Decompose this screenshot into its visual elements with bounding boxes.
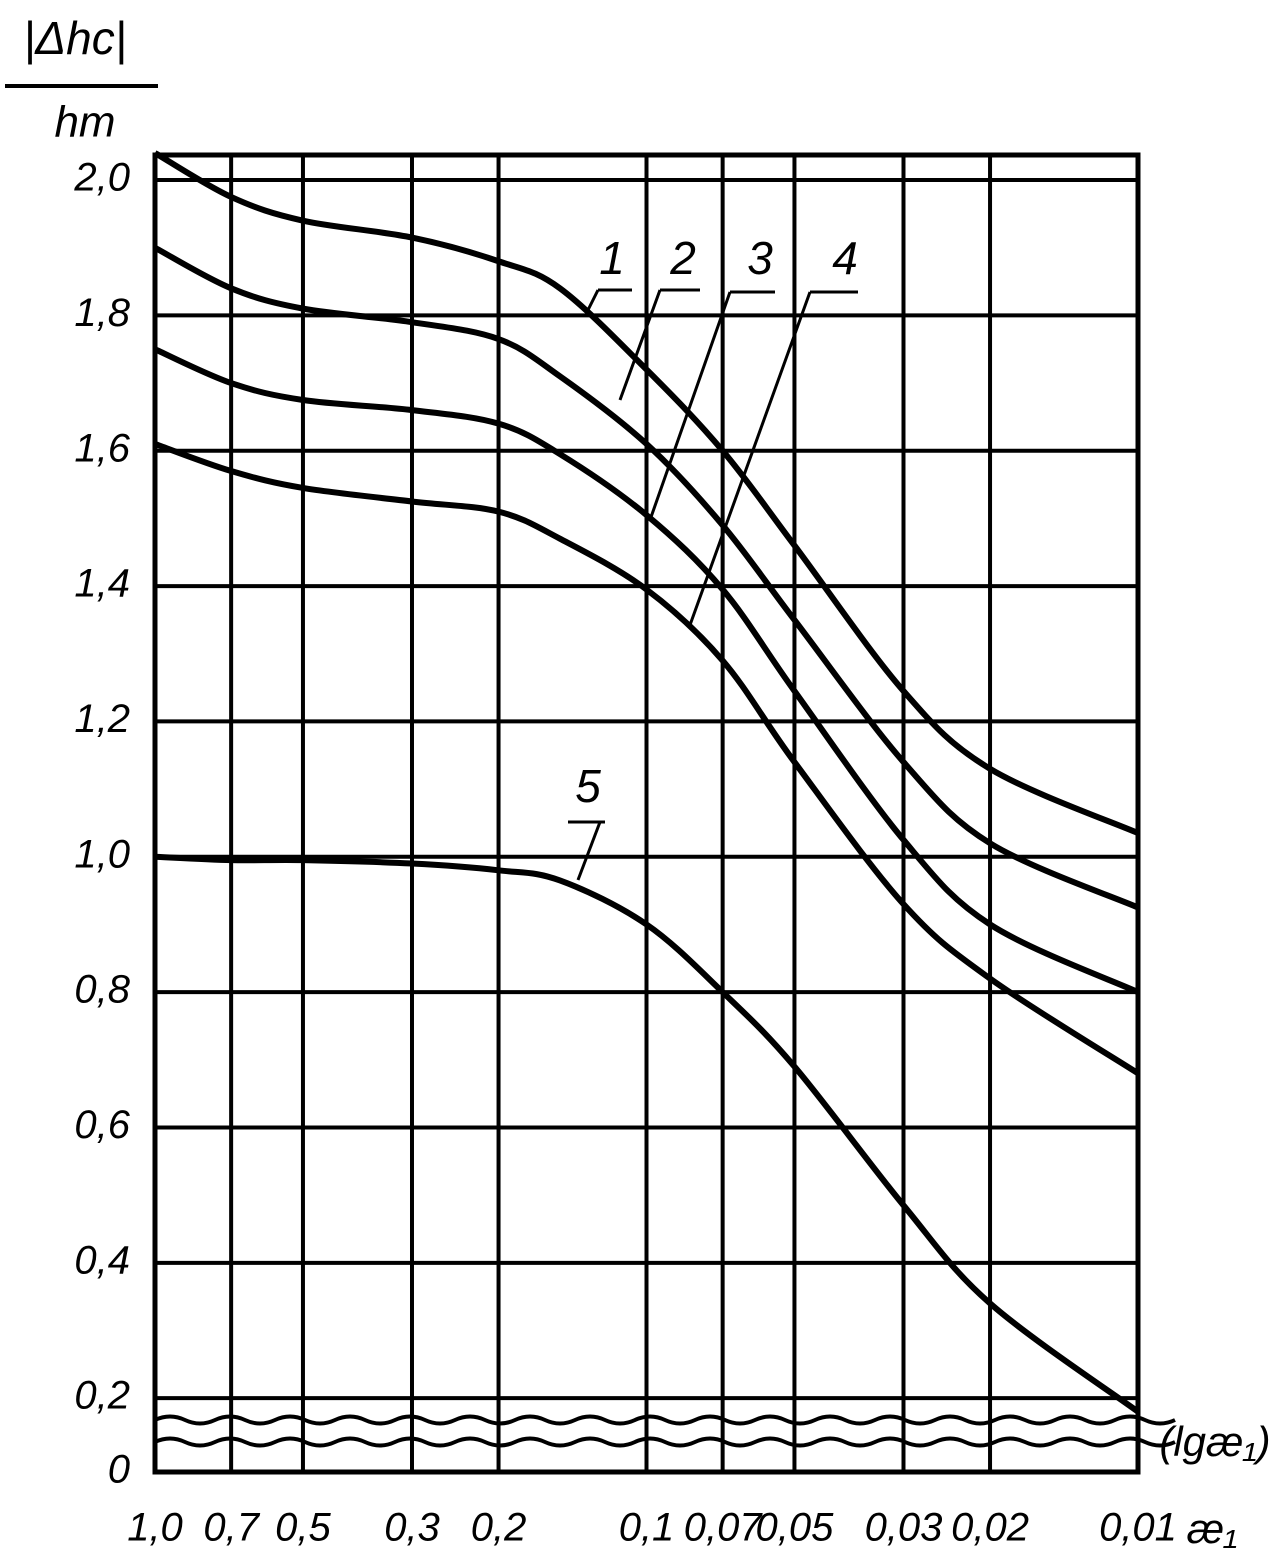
label-leader [576, 821, 602, 881]
y-tick-label: 1,0 [74, 832, 130, 876]
axis-break [154, 1414, 1176, 1426]
x-tick-label: 0,1 [619, 1506, 675, 1550]
curve-label: 4 [832, 232, 858, 284]
axis-break [154, 1436, 1176, 1448]
x-tick-label: 0,03 [865, 1506, 943, 1550]
label-leader [618, 289, 662, 401]
curve [153, 245, 1140, 911]
x-label: æ₁ [1187, 1505, 1238, 1552]
x-tick-label: 0,01 [1099, 1506, 1177, 1550]
x-tick-label: 0,3 [384, 1506, 440, 1550]
curve [153, 441, 1140, 1076]
curve-label: 2 [669, 232, 696, 284]
label-leader [586, 289, 600, 311]
x-label-log: (lgæ₁) [1159, 1418, 1270, 1465]
curve [153, 346, 1140, 995]
label-leader [648, 291, 732, 521]
y-label-bottom: hm [54, 98, 115, 147]
x-tick-label: 0,05 [756, 1506, 835, 1550]
curve-label: 5 [575, 760, 601, 812]
x-tick-label: 0,02 [951, 1506, 1029, 1550]
y-tick-label: 0,2 [74, 1374, 130, 1418]
y-tick-label: 1,2 [74, 697, 130, 741]
y-tick-label: 1,6 [74, 426, 130, 470]
y-tick-label: 0,8 [74, 968, 130, 1012]
curve [154, 853, 1140, 1415]
curve-label: 1 [599, 232, 625, 284]
plot-frame [152, 152, 1141, 1475]
x-tick-label: 0,2 [471, 1506, 527, 1550]
curve [153, 150, 1140, 836]
x-tick-label: 0,5 [275, 1506, 331, 1550]
curve-label: 3 [747, 232, 773, 284]
y-tick-label: 2,0 [73, 156, 130, 200]
y-tick-label: 1,8 [74, 291, 130, 335]
label-leader [688, 291, 812, 626]
x-tick-label: 0,07 [684, 1506, 764, 1550]
y-tick-label: 0,4 [74, 1238, 130, 1282]
x-tick-label: 1,0 [127, 1506, 183, 1550]
y-tick-label: 0,6 [74, 1103, 130, 1147]
y-label-top: |Δhc| [23, 12, 126, 64]
y-tick-label: 1,4 [74, 562, 130, 606]
y-tick-label: 0 [108, 1448, 130, 1492]
x-tick-label: 0,7 [203, 1506, 260, 1550]
